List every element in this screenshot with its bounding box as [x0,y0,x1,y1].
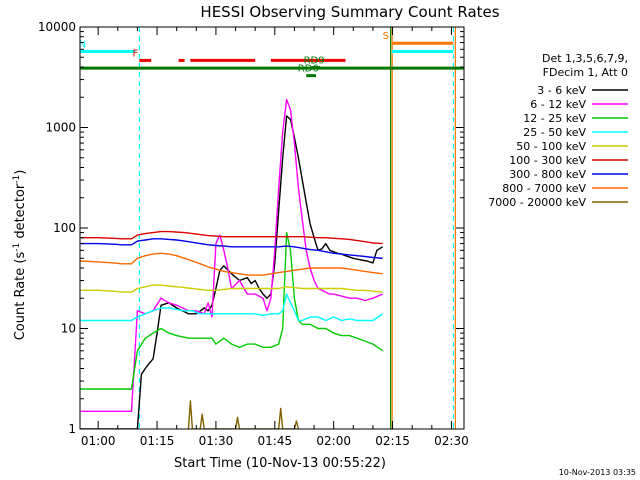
series-line-50-100-kev [80,284,383,293]
series-line-7000-20000-kev [187,400,300,429]
x-axis-label: Start Time (10-Nov-13 00:55:22) [174,456,386,471]
x-tick-label-01-45: 01:45 [258,434,293,448]
series-line-25-50-kev [80,293,384,322]
legend-label-12-25-kev: 12 - 25 keV [523,112,586,125]
legend: Det 1,3,5,6,7,9, FDecim 1, Att 0 3 - 6 k… [488,52,628,209]
legend-label-6-12-kev: 6 - 12 keV [530,98,586,111]
flag-label-rd9: RD9 [304,56,325,67]
legend-label-7000-20000-kev: 7000 - 20000 keV [488,196,586,209]
legend-label-50-100-kev: 50 - 100 keV [516,140,586,153]
y-label-sup-1: -1 [12,243,22,252]
series-line-300-800-kev [80,238,383,259]
x-tick-label-01-15: 01:15 [140,434,175,448]
x-tick-label-02-00: 02:00 [316,434,351,448]
y-label-part-1: Count Rate (s [13,252,28,341]
chart-title: HESSI Observing Summary Count Rates [200,3,499,21]
timestamp: 10-Nov-2013 03:35 [559,468,636,477]
y-label-part-3: ) [13,170,28,175]
legend-label-3-6-kev: 3 - 6 keV [537,84,586,97]
x-tick-label-02-30: 02:30 [434,434,469,448]
legend-label-100-300-kev: 100 - 300 keV [509,154,586,167]
x-tick-label-01-00: 01:00 [81,434,116,448]
flag-label-s: S [383,31,389,42]
y-tick-label-10: 10 [61,322,76,336]
x-tick-label-01-30: 01:30 [199,434,234,448]
y-label-part-2: detector [13,183,28,243]
legend-header-line-2: FDecim 1, Att 0 [543,66,628,79]
x-tick-label-02-15: 02:15 [375,434,410,448]
legend-label-300-800-kev: 300 - 800 keV [509,168,586,181]
axes: 1 10 100 1000 10000 01:00 01:15 01:30 01:45 02:00… [38,20,469,448]
series-line-6-12-kev [80,98,383,412]
y-label-sup-2: -1 [12,175,22,184]
plot-frame [79,26,465,430]
flag-label-rd6: RD6 [298,64,319,75]
flag-label-n: N [79,40,86,51]
series-line-3-6-kev [80,115,384,429]
y-tick-label-100: 100 [53,221,76,235]
y-axis-label: Count Rate (s-1 detector-1) [12,170,28,341]
series-line-100-300-kev [80,230,383,245]
legend-label-800-7000-kev: 800 - 7000 keV [502,182,586,195]
legend-header-line-1: Det 1,3,5,6,7,9, [542,52,628,65]
y-tick-label-10000: 10000 [38,20,76,34]
series-line-800-7000-kev [80,252,383,276]
y-tick-label-1: 1 [68,422,76,436]
series-line-12-25-kev [80,231,384,390]
y-tick-label-1000: 1000 [45,121,76,135]
legend-label-25-50-kev: 25 - 50 keV [523,126,586,139]
flag-label-f: F [133,48,139,59]
